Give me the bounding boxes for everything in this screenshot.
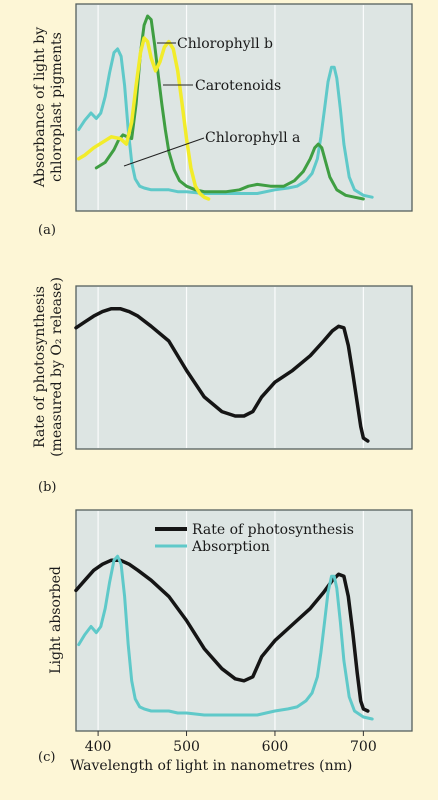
series-line-carotenoids <box>76 36 211 201</box>
x-axis-label: Wavelength of light in nanometres (nm) <box>70 758 352 774</box>
panel-c-curves <box>74 554 374 721</box>
panel-b-ylabel-line2: (measured by O₂ release) <box>49 277 65 457</box>
series-line-chlorophyll-a <box>77 47 374 199</box>
panel-a-ylabel-line2: chloroplast pigments <box>49 32 65 182</box>
panel-c-plot-area <box>75 509 413 732</box>
leader-chlorophyll-a <box>123 137 205 167</box>
legend: Rate of photosynthesis Absorption <box>155 522 354 555</box>
panel-a-annotations: Chlorophyll b Carotenoids Chlorophyll a <box>123 36 300 167</box>
x-tick-label-700: 700 <box>350 739 377 755</box>
panel-a-curves <box>76 14 374 201</box>
series-line-absorption <box>77 554 374 721</box>
x-tick-label-500: 500 <box>173 739 200 755</box>
panel-b: Rate of photosynthesis (measured by O₂ r… <box>32 277 413 495</box>
legend-label-absorption: Absorption <box>191 539 270 555</box>
legend-label-rate: Rate of photosynthesis <box>192 522 354 538</box>
panel-b-ylabel-line1: Rate of photosynthesis <box>32 286 48 448</box>
panel-b-curves <box>74 306 370 443</box>
panel-a-label: (a) <box>38 223 56 238</box>
annotation-chlorophyll-a: Chlorophyll a <box>205 130 300 146</box>
series-line-chlorophyll-b <box>94 14 365 201</box>
panel-b-label: (b) <box>38 480 56 495</box>
panel-c-label: (c) <box>38 750 55 765</box>
annotation-chlorophyll-b: Chlorophyll b <box>177 36 273 52</box>
annotation-carotenoids: Carotenoids <box>195 78 281 94</box>
panel-c: Rate of photosynthesis Absorption Light … <box>38 509 413 774</box>
x-tick-label-400: 400 <box>85 739 112 755</box>
series-line-rate-of-photosynthesis <box>74 306 370 443</box>
x-tick-label-600: 600 <box>262 739 289 755</box>
panel-c-x-ticks: 400 500 600 700 <box>85 731 377 755</box>
panel-c-ylabel: Light absorbed <box>48 566 64 674</box>
panel-a-gridlines <box>97 5 364 210</box>
panel-a: Chlorophyll b Carotenoids Chlorophyll a … <box>32 3 413 238</box>
panel-a-ylabel-line1: Absorbance of light by <box>32 27 48 188</box>
